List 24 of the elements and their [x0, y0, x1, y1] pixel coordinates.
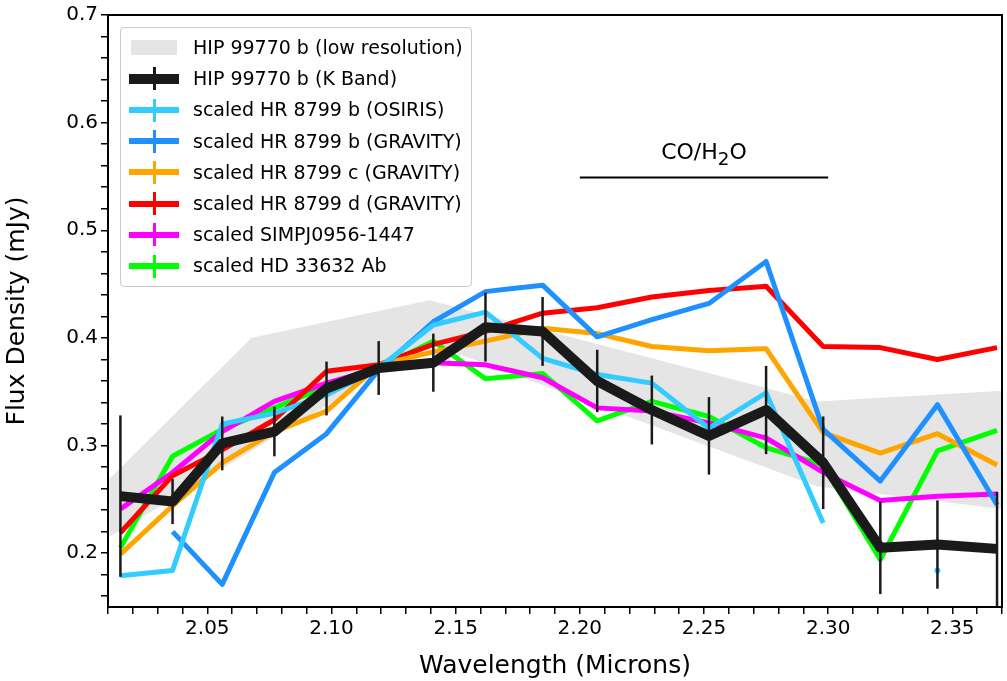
annotation: CO/H$_{2}$O — [661, 138, 747, 169]
legend-label: scaled HR 8799 b (OSIRIS) — [193, 97, 445, 123]
y-axis-title: Flux Density (mJy) — [0, 196, 30, 426]
legend-label: scaled HR 8799 c (GRAVITY) — [193, 159, 461, 185]
legend-label: HIP 99770 b (low resolution) — [193, 35, 463, 60]
y-tick-label: 0.6 — [66, 108, 98, 133]
x-tick-label: 2.30 — [805, 615, 851, 640]
legend-label: HIP 99770 b (K Band) — [193, 66, 398, 92]
y-tick-label: 0.3 — [66, 431, 98, 456]
x-tick-label: 2.10 — [309, 615, 354, 640]
legend-label: scaled HR 8799 d (GRAVITY) — [193, 191, 462, 216]
y-tick-label: 0.2 — [66, 539, 98, 564]
y-tick-label: 0.5 — [66, 216, 98, 241]
x-tick-label: 2.15 — [433, 615, 478, 640]
x-tick-label: 2.35 — [930, 615, 975, 640]
x-tick-label: 2.05 — [185, 615, 230, 640]
legend-label: scaled SIMPJ0956-1447 — [193, 222, 415, 248]
x-tick-label: 2.20 — [557, 615, 603, 640]
x-tick-label: 2.25 — [681, 615, 727, 640]
y-tick-label: 0.4 — [66, 324, 98, 349]
legend-label: scaled HD 33632 Ab — [193, 253, 387, 279]
x-axis-title: Wavelength (Microns) — [419, 649, 691, 679]
legend-label: scaled HR 8799 b (GRAVITY) — [193, 128, 462, 154]
y-tick-label: 0.7 — [66, 1, 98, 26]
